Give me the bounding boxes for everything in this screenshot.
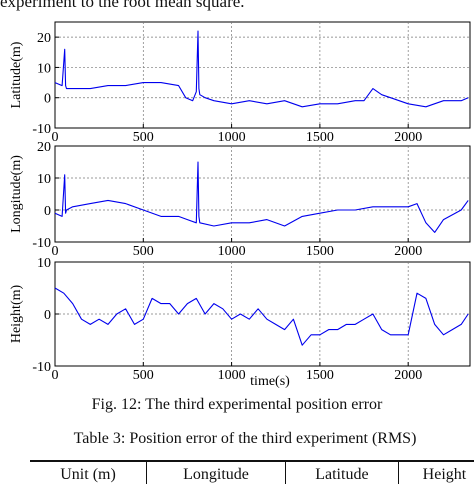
x-tick-label: 0	[52, 368, 59, 383]
series-line	[54, 287, 469, 346]
x-tick-label: 1000	[218, 368, 246, 383]
x-tick-label: 1500	[306, 244, 334, 259]
figure-caption: Fig. 12: The third experimental position…	[91, 396, 383, 413]
x-tick-label: 2000	[394, 368, 422, 383]
y-tick-label: 20	[37, 140, 51, 155]
x-tick-label: 2000	[394, 130, 422, 145]
x-tick-label: 500	[133, 130, 154, 145]
header-unit: Unit (m)	[30, 460, 148, 484]
header-height: Height	[398, 460, 474, 484]
y-tick-label: 0	[44, 308, 51, 323]
plot-frame	[54, 21, 471, 129]
x-tick-label: 1000	[218, 130, 246, 145]
y-tick-label: 10	[37, 61, 51, 76]
series-line	[54, 30, 469, 108]
y-tick-label: -10	[32, 236, 51, 251]
plot-frame	[54, 145, 471, 243]
x-axis-label: time(s)	[250, 374, 290, 389]
table-caption: Table 3: Position error of the third exp…	[73, 430, 417, 447]
x-tick-label: 500	[133, 368, 154, 383]
y-axis-label: Height(m)	[9, 285, 24, 344]
series-line	[54, 161, 469, 233]
x-tick-label: 1000	[218, 244, 246, 259]
header-longitude: Longitude	[146, 460, 286, 484]
table-header-row: Unit (m) Longitude Latitude Height	[30, 460, 474, 484]
y-tick-label: 0	[44, 92, 51, 107]
preceding-paragraph-text: experiment to the root mean square.	[0, 0, 245, 11]
x-tick-label: 0	[52, 244, 59, 259]
x-tick-label: 1500	[306, 130, 334, 145]
x-tick-label: 2000	[394, 244, 422, 259]
y-tick-label: -10	[32, 122, 51, 137]
y-axis-label: Latitude(m)	[9, 41, 24, 108]
y-tick-label: 10	[37, 256, 51, 271]
x-tick-label: 500	[133, 244, 154, 259]
y-tick-label: 20	[37, 31, 51, 46]
x-tick-label: 0	[52, 130, 59, 145]
y-tick-label: 0	[44, 204, 51, 219]
y-tick-label: 10	[37, 172, 51, 187]
header-latitude: Latitude	[285, 460, 399, 484]
y-axis-label: Longitude(m)	[9, 155, 24, 233]
y-tick-label: -10	[32, 360, 51, 375]
rms-table: Unit (m) Longitude Latitude Height	[30, 460, 474, 484]
x-tick-label: 1500	[306, 368, 334, 383]
